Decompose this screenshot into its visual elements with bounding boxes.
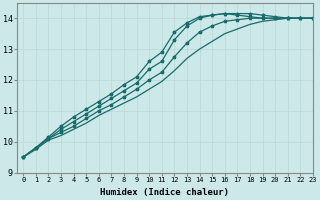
X-axis label: Humidex (Indice chaleur): Humidex (Indice chaleur): [100, 188, 229, 197]
